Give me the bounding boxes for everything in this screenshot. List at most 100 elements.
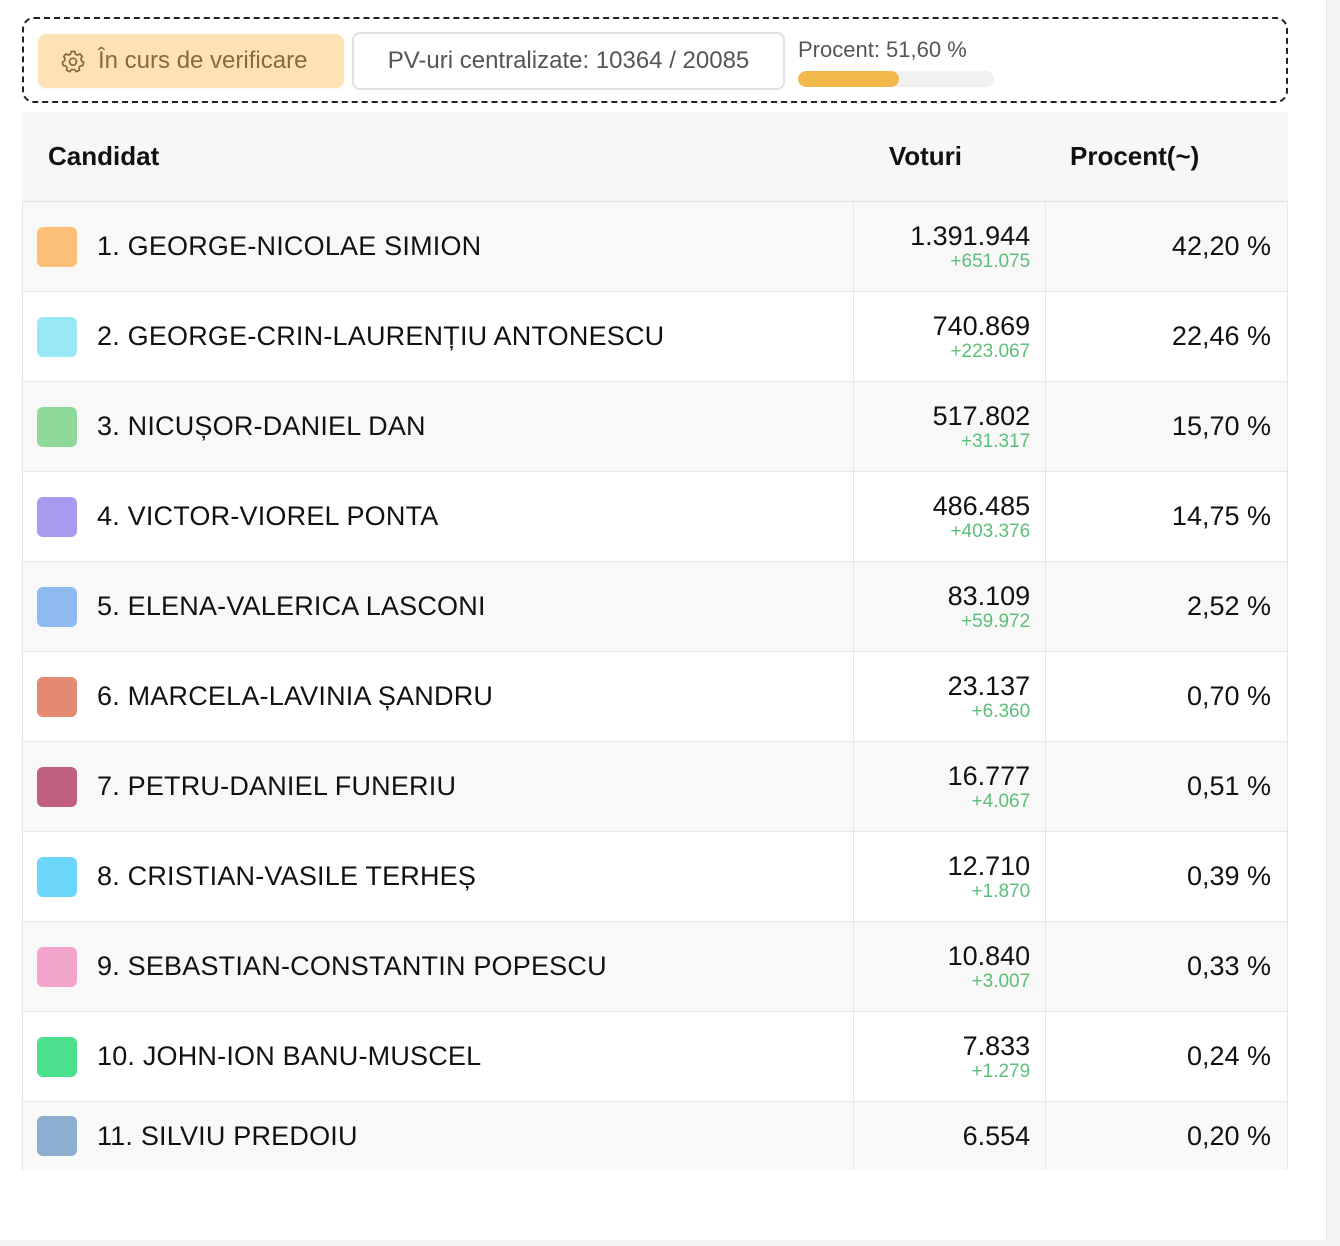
- percent-cell: 14,75 %: [1046, 472, 1288, 561]
- table-row[interactable]: 11. SILVIU PREDOIU 6.554 0,20 %: [22, 1102, 1288, 1170]
- candidate-color-swatch: [37, 676, 77, 717]
- candidate-name: 10. JOHN-ION BANU-MUSCEL: [97, 1041, 482, 1071]
- votes-delta: +59.972: [960, 610, 1031, 632]
- table-row[interactable]: 3. NICUȘOR-DANIEL DAN 517.802 +31.317 15,70…: [22, 382, 1288, 472]
- votes-delta: +1.870: [971, 880, 1031, 902]
- candidate-name: 4. VICTOR-VIOREL PONTA: [97, 501, 439, 531]
- votes-cell: 740.869 +223.067: [854, 292, 1047, 381]
- votes-cell: 1.391.944 +651.075: [854, 202, 1047, 291]
- verification-status-label: În curs de verificare: [98, 47, 308, 74]
- candidate-name: 8. CRISTIAN-VASILE TERHEȘ: [97, 861, 477, 891]
- candidate-name: 11. SILVIU PREDOIU: [97, 1120, 358, 1151]
- votes-total: 517.802: [932, 400, 1031, 431]
- votes-delta: +31.317: [960, 430, 1031, 452]
- page-bottom-edge: [0, 1240, 1340, 1246]
- candidate-cell: 10. JOHN-ION BANU-MUSCEL: [23, 1012, 855, 1101]
- pv-centralized-label: PV-uri centralizate: 10364 / 20085: [387, 47, 750, 74]
- table-row[interactable]: 5. ELENA-VALERICA LASCONI 83.109 +59.972 2,…: [22, 562, 1288, 652]
- page-scrollbar-track[interactable]: [1326, 0, 1340, 1246]
- votes-total: 16.777: [947, 760, 1031, 791]
- votes-delta: +651.075: [950, 250, 1031, 272]
- percent-cell: 0,33 %: [1046, 922, 1288, 1011]
- percent-cell: 0,51 %: [1046, 742, 1288, 831]
- table-row[interactable]: 6. MARCELA-LAVINIA ȘANDRU 23.137 +6.360 0,7…: [22, 652, 1288, 742]
- table-row[interactable]: 10. JOHN-ION BANU-MUSCEL 7.833 +1.279 0,24 …: [22, 1012, 1288, 1102]
- votes-total: 23.137: [947, 670, 1031, 701]
- percent-cell: 42,20 %: [1046, 202, 1288, 291]
- candidate-color-swatch: [37, 586, 77, 627]
- votes-cell: 16.777 +4.067: [854, 742, 1047, 831]
- results-table: Candidat Voturi Procent(~) 1. GEORGE-NIC…: [22, 112, 1288, 1170]
- candidate-color-swatch: [37, 316, 77, 357]
- votes-cell: 6.554: [854, 1102, 1047, 1170]
- table-row[interactable]: 8. CRISTIAN-VASILE TERHEȘ 12.710 +1.870 0,3…: [22, 832, 1288, 922]
- candidate-cell: 1. GEORGE-NICOLAE SIMION: [23, 202, 855, 291]
- votes-cell: 23.137 +6.360: [854, 652, 1047, 741]
- votes-total: 6.554: [962, 1121, 1031, 1151]
- candidate-name: 5. ELENA-VALERICA LASCONI: [97, 591, 486, 621]
- candidate-name: 2. GEORGE-CRIN-LAURENȚIU ANTONESCU: [97, 321, 665, 351]
- candidate-cell: 7. PETRU-DANIEL FUNERIU: [23, 742, 855, 831]
- percent-cell: 0,39 %: [1046, 832, 1288, 921]
- percent-cell: 0,20 %: [1046, 1102, 1288, 1170]
- votes-delta: +1.279: [971, 1060, 1031, 1082]
- votes-cell: 83.109 +59.972: [854, 562, 1047, 651]
- candidate-cell: 6. MARCELA-LAVINIA ȘANDRU: [23, 652, 855, 741]
- votes-delta: +223.067: [950, 340, 1031, 362]
- votes-delta: +4.067: [971, 790, 1031, 812]
- votes-cell: 486.485 +403.376: [854, 472, 1047, 561]
- candidate-color-swatch: [37, 1036, 77, 1077]
- candidate-color-swatch: [37, 946, 77, 987]
- candidate-name: 6. MARCELA-LAVINIA ȘANDRU: [97, 681, 494, 711]
- votes-delta: +6.360: [971, 700, 1031, 722]
- candidate-color-swatch: [37, 406, 77, 447]
- status-bar: În curs de verificare PV-uri centralizat…: [22, 17, 1288, 103]
- votes-total: 10.840: [947, 940, 1031, 971]
- votes-total: 486.485: [932, 490, 1031, 521]
- votes-delta: +403.376: [950, 520, 1031, 542]
- header-votes: Voturi: [888, 141, 962, 171]
- candidate-cell: 9. SEBASTIAN-CONSTANTIN POPESCU: [23, 922, 855, 1011]
- votes-total: 7.833: [962, 1030, 1031, 1061]
- percent-cell: 15,70 %: [1046, 382, 1288, 471]
- table-row[interactable]: 1. GEORGE-NICOLAE SIMION 1.391.944 +651.07…: [22, 202, 1288, 292]
- votes-total: 1.391.944: [910, 220, 1031, 251]
- candidate-name: 1. GEORGE-NICOLAE SIMION: [97, 231, 482, 261]
- pv-centralized-badge: PV-uri centralizate: 10364 / 20085: [352, 32, 785, 90]
- percent-cell: 2,52 %: [1046, 562, 1288, 651]
- candidate-name: 3. NICUȘOR-DANIEL DAN: [97, 411, 426, 441]
- percent-progress: Procent: 51,60 %: [798, 35, 998, 87]
- votes-total: 83.109: [947, 580, 1031, 611]
- candidate-name: 9. SEBASTIAN-CONSTANTIN POPESCU: [97, 951, 607, 981]
- candidate-color-swatch: [37, 856, 77, 897]
- candidate-color-swatch: [37, 226, 77, 267]
- candidate-color-swatch: [37, 766, 77, 807]
- percent-cell: 22,46 %: [1046, 292, 1288, 381]
- candidate-color-swatch: [37, 1116, 77, 1156]
- candidate-cell: 2. GEORGE-CRIN-LAURENȚIU ANTONESCU: [23, 292, 855, 381]
- percent-cell: 0,24 %: [1046, 1012, 1288, 1101]
- candidate-cell: 3. NICUȘOR-DANIEL DAN: [23, 382, 855, 471]
- table-row[interactable]: 4. VICTOR-VIOREL PONTA 486.485 +403.376 14,…: [22, 472, 1288, 562]
- votes-cell: 10.840 +3.007: [854, 922, 1047, 1011]
- progress-track: [798, 71, 994, 87]
- table-row[interactable]: 9. SEBASTIAN-CONSTANTIN POPESCU 10.840 +3.…: [22, 922, 1288, 1012]
- votes-cell: 517.802 +31.317: [854, 382, 1047, 471]
- table-row[interactable]: 7. PETRU-DANIEL FUNERIU 16.777 +4.067 0,51 …: [22, 742, 1288, 832]
- verification-status-badge: În curs de verificare: [38, 34, 344, 88]
- table-header: Candidat Voturi Procent(~): [22, 112, 1288, 202]
- candidate-name: 7. PETRU-DANIEL FUNERIU: [97, 771, 457, 801]
- votes-delta: +3.007: [971, 970, 1031, 992]
- votes-total: 12.710: [947, 850, 1031, 881]
- votes-cell: 12.710 +1.870: [854, 832, 1047, 921]
- progress-fill: [798, 71, 900, 87]
- candidate-cell: 4. VICTOR-VIOREL PONTA: [23, 472, 855, 561]
- gear-alert-icon: [61, 50, 85, 73]
- table-body: 1. GEORGE-NICOLAE SIMION 1.391.944 +651.07…: [22, 202, 1288, 1170]
- votes-cell: 7.833 +1.279: [854, 1012, 1047, 1101]
- table-row[interactable]: 2. GEORGE-CRIN-LAURENȚIU ANTONESCU 740.86…: [22, 292, 1288, 382]
- candidate-cell: 5. ELENA-VALERICA LASCONI: [23, 562, 855, 651]
- candidate-cell: 11. SILVIU PREDOIU: [23, 1102, 855, 1170]
- candidate-color-swatch: [37, 496, 77, 537]
- candidate-cell: 8. CRISTIAN-VASILE TERHEȘ: [23, 832, 855, 921]
